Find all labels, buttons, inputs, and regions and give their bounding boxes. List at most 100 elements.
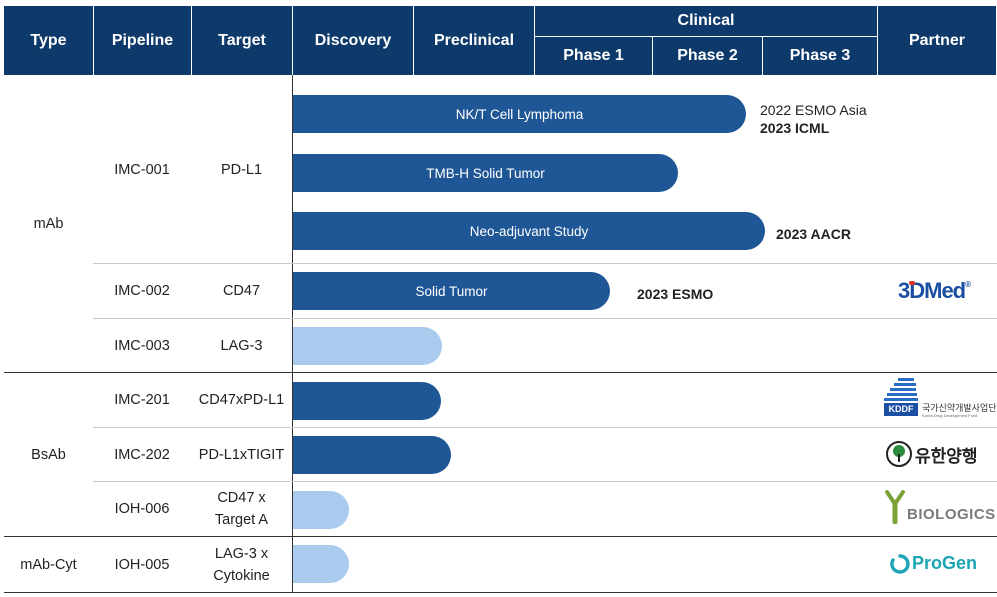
target-cell: LAG-3 [191,319,292,372]
kddf-english-name: Korea Drug Development Fund [922,413,978,418]
row-divider [93,481,997,482]
table-bottom-border [4,592,997,593]
target-cell: CD47 x Target A [191,482,292,536]
header-phase1-label: Phase 1 [563,47,624,64]
type-bsab-label: BsAb [31,446,66,463]
bar-imc-202 [293,436,451,474]
kddf-korean-name: 국가신약개발사업단 [922,404,997,414]
header-preclinical-label: Preclinical [433,31,515,49]
3dmed-accent [909,281,915,285]
pipeline-cell: IMC-201 [93,373,191,427]
bar-imc-003 [293,327,442,365]
type-mab-label: mAb [33,216,64,232]
header-partner: Partner [878,6,996,75]
target-name: PD-L1xTIGIT [198,446,285,463]
header-clinical-label: Clinical [677,12,735,29]
partner-biologics-logo: BIOLOGICS [884,490,996,524]
bar-ioh-005 [293,545,349,583]
pipeline-name: IOH-006 [114,501,170,517]
target-name: PD-L1 [220,161,263,178]
bar-imc-201 [293,382,441,420]
type-bsab: BsAb [4,373,93,536]
pipeline-cell: IOH-006 [93,482,191,536]
bar-tmb-h-solid-tumor: TMB-H Solid Tumor [293,154,678,192]
note-nkt-line2: 2023 ICML [760,120,830,136]
header-phase2-label: Phase 2 [677,47,738,64]
partner-kddf-logo: KDDF 국가신약개발사업단 Korea Drug Development Fu… [884,378,997,422]
bar-label: Solid Tumor [415,283,488,299]
type-mab-cyt: mAb-Cyt [4,537,93,592]
group-divider [4,372,997,373]
kddf-abbr: KDDF [884,403,918,416]
bar-nkt-cell-lymphoma: NK/T Cell Lymphoma [293,95,746,133]
pipeline-cell: IMC-202 [93,428,191,481]
target-name: CD47 [222,283,261,299]
bar-label: Neo-adjuvant Study [469,223,589,239]
yuhan-text: 유한양행 [915,446,978,467]
pipeline-name: IMC-003 [114,337,170,354]
header-pipeline: Pipeline [94,6,191,75]
target-name-line1: CD47 x [217,490,266,506]
biologics-antibody-icon [885,490,905,524]
partner-yuhan-logo: 유한양행 [886,441,978,467]
header-partner-label: Partner [908,31,966,49]
pipeline-name: IMC-001 [114,161,170,178]
progen-text: ProGen [912,553,978,573]
pipeline-name: IMC-201 [114,392,170,408]
target-name-line2: Cytokine [213,567,270,584]
header-target-label: Target [218,31,266,49]
pipeline-name: IMC-202 [114,446,170,463]
bar-solid-tumor: Solid Tumor [293,272,610,310]
biologics-text: BIOLOGICS [907,505,996,523]
header-type: Type [4,6,93,75]
target-cell: PD-L1xTIGIT [191,428,292,481]
pipeline-name: IMC-002 [114,283,170,299]
note-nkt: 2022 ESMO Asia 2023 ICML [760,101,867,137]
header-discovery-label: Discovery [314,31,392,49]
target-cell: CD47xPD-L1 [191,373,292,427]
pipeline-cell: IMC-001 [93,76,191,263]
group-divider [4,536,997,537]
note-neo-text: 2023 AACR [776,226,851,242]
bar-label: TMB-H Solid Tumor [426,165,545,181]
note-solid: 2023 ESMO [637,285,713,303]
header-preclinical: Preclinical [414,6,534,75]
pipeline-name: IOH-005 [114,556,170,573]
header-phase3: Phase 3 [763,37,877,75]
logo-reg-mark: ® [965,280,971,289]
header-phase2: Phase 2 [653,37,762,75]
header-target: Target [192,6,292,75]
target-name: LAG-3 [220,337,263,354]
yuhan-tree-icon [886,441,912,467]
target-cell: LAG-3 x Cytokine [191,537,292,592]
pipeline-cell: IOH-005 [93,537,191,592]
header-phase3-label: Phase 3 [789,47,851,64]
header-pipeline-label: Pipeline [111,31,174,49]
bar-label: NK/T Cell Lymphoma [455,106,584,122]
target-cell: CD47 [191,264,292,318]
header-clinical: Clinical [535,6,877,36]
partner-progen-logo: ProGen [890,553,977,574]
kddf-stripes-icon [884,378,918,401]
row-divider [93,318,997,319]
header-phase1: Phase 1 [535,37,652,75]
target-name-line1: LAG-3 x [214,545,269,562]
row-divider [93,427,997,428]
header-type-label: Type [30,31,67,49]
type-mab-cyt-label: mAb-Cyt [20,556,77,573]
bar-neo-adjuvant-study: Neo-adjuvant Study [293,212,765,250]
pipeline-cell: IMC-003 [93,319,191,372]
bar-ioh-006 [293,491,349,529]
progen-ring-icon [890,553,910,574]
note-solid-text: 2023 ESMO [637,286,714,302]
type-mab: mAb [4,76,93,372]
stage-divider [292,75,293,593]
row-divider [93,263,997,264]
note-nkt-line1: 2022 ESMO Asia [760,102,867,118]
header-discovery: Discovery [293,6,413,75]
pipeline-cell: IMC-002 [93,264,191,318]
note-neo: 2023 AACR [776,225,851,243]
target-name: CD47xPD-L1 [198,392,285,408]
kddf-emblem: KDDF [884,378,920,418]
